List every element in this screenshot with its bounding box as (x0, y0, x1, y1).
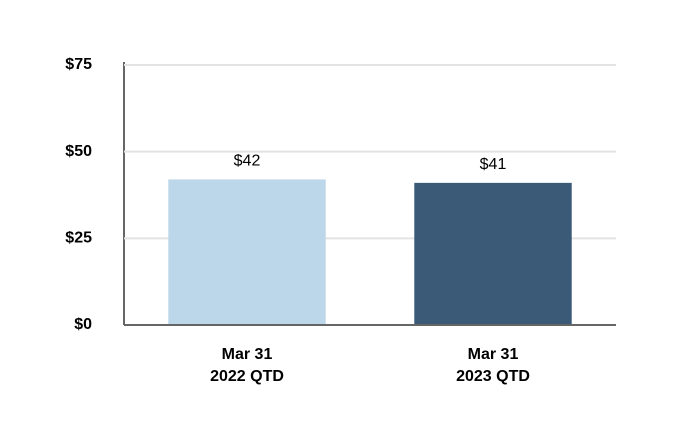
y-tick-label: $75 (65, 56, 92, 73)
x-tick-label: 2023 QTD (456, 368, 530, 385)
value-label: $42 (234, 153, 261, 170)
x-tick-label: Mar 31 (468, 346, 519, 363)
x-tick-label: Mar 31 (222, 346, 273, 363)
bar (414, 182, 572, 325)
y-tick-label: $25 (65, 230, 92, 247)
y-tick-label: $50 (65, 143, 92, 160)
y-tick-label: $0 (74, 316, 92, 333)
x-tick-label: 2022 QTD (210, 368, 284, 385)
value-label: $41 (480, 156, 507, 173)
bar (168, 179, 326, 325)
